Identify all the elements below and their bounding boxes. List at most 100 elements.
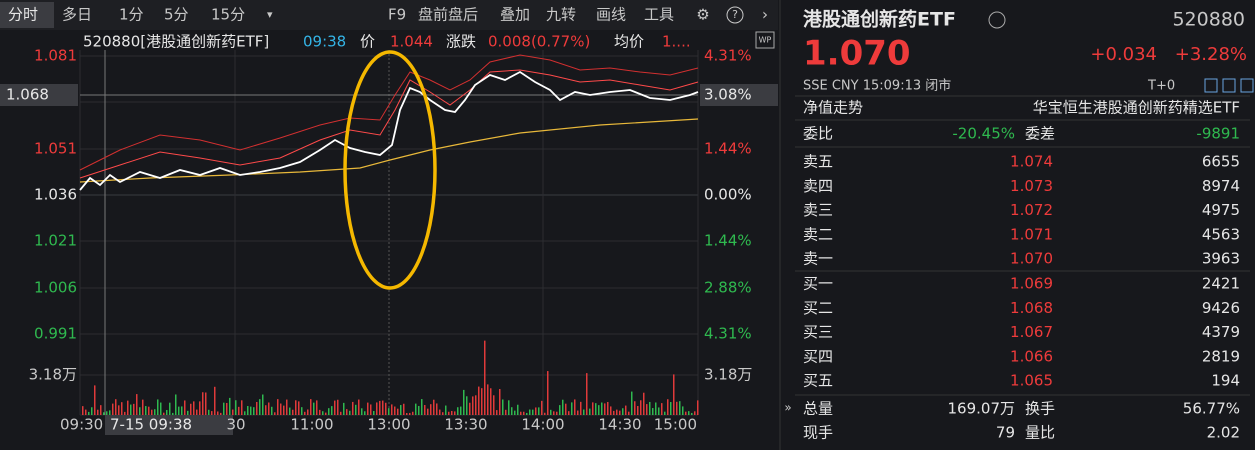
volume-bar [370, 404, 372, 415]
tool[interactable]: 叠加 [500, 6, 530, 24]
volume-bar [682, 406, 684, 415]
order-label: 买一 [803, 275, 833, 293]
volume-bar [613, 410, 615, 415]
volume-bar [160, 402, 162, 415]
volume-bar [484, 340, 486, 415]
stat-value: 2.02 [1207, 424, 1240, 442]
volume-bar [652, 408, 654, 415]
x-tick-label: 11:00 [290, 416, 333, 434]
volume-bar [607, 401, 609, 415]
tab[interactable]: 多日 [62, 6, 92, 24]
volume-bar [139, 407, 141, 415]
stat-label: 现手 [803, 424, 833, 442]
volume-bar [232, 409, 234, 415]
nav-link[interactable]: 净值走势 [803, 99, 863, 117]
volume-bar [493, 395, 495, 415]
volume-bar [334, 400, 336, 415]
volume-bar [628, 411, 630, 415]
tab[interactable]: 分时 [8, 6, 38, 24]
time: 09:38 [303, 33, 346, 51]
panel-icon[interactable] [1222, 78, 1236, 93]
help-icon[interactable] [726, 6, 744, 24]
volume-bar [568, 411, 570, 415]
volume-bar [691, 412, 693, 415]
volume-bar [670, 401, 672, 415]
volume-bar [295, 400, 297, 415]
cross-price: 1.068 [6, 86, 49, 104]
volume-bar [430, 404, 432, 415]
close-arrow[interactable]: › [762, 6, 768, 24]
tool[interactable]: 盘前盘后 [418, 6, 478, 24]
volume-bar [187, 410, 189, 415]
y2-tick-label: 1.44% [704, 140, 752, 158]
volume-bar [400, 405, 402, 415]
order-label: 买四 [803, 347, 833, 365]
volume-bar [592, 402, 594, 415]
order-price: 1.068 [1010, 299, 1053, 317]
volume-bar [271, 406, 273, 415]
change: 0.008(0.77%) [488, 33, 590, 51]
volume-bar [481, 388, 483, 415]
avg-line [79, 118, 699, 183]
volume-bar [292, 409, 294, 415]
volume-bar [199, 401, 201, 415]
cross-price-box [0, 84, 78, 106]
panel-icon[interactable] [1204, 78, 1218, 93]
volume-bar [331, 406, 333, 415]
order-label: 卖二 [803, 225, 833, 243]
tab[interactable]: 5分 [164, 6, 189, 24]
volume-bar [325, 412, 327, 415]
volume-bar [265, 405, 267, 415]
volume-bar [286, 399, 288, 415]
avg: 1.... [662, 33, 691, 51]
volume-bar [457, 407, 459, 415]
volume-bar [547, 371, 549, 415]
volume-bar [673, 374, 675, 415]
volume-bar [316, 400, 318, 415]
diff: -9891 [1196, 125, 1240, 143]
volume-bar [244, 411, 246, 415]
settings-icon[interactable]: ⚙ [696, 6, 709, 24]
quote-name: 港股通创新药ETF [803, 8, 956, 31]
price: 1.044 [390, 33, 433, 51]
order-price: 1.074 [1010, 153, 1053, 171]
upper-band [79, 54, 699, 171]
volume-bar [502, 399, 504, 415]
y-tick-label: 0.991 [34, 325, 77, 343]
volume-bar [202, 392, 204, 415]
tab[interactable]: 1分 [119, 6, 144, 24]
volume-bar [415, 403, 417, 415]
volume-bar [661, 403, 663, 415]
tool[interactable]: 工具 [644, 6, 674, 24]
order-price: 1.070 [1010, 250, 1053, 268]
volume-bar [439, 409, 441, 415]
order-volume: 6655 [1202, 153, 1240, 171]
volume-bar [250, 406, 252, 415]
volume-bar [214, 386, 216, 415]
y2-tick-label: 4.31% [704, 325, 752, 343]
volume-bar [373, 411, 375, 415]
expand-arrow[interactable]: » [784, 401, 791, 415]
volume-bar [583, 409, 585, 415]
x-tick-label: 15:00 [654, 416, 697, 434]
tool[interactable]: 九转 [546, 6, 576, 24]
volume-bar [211, 411, 213, 415]
volume-bar [571, 402, 573, 415]
volume-bar [208, 409, 210, 415]
dropdown[interactable]: ▾ [267, 8, 273, 21]
volume-bar [157, 399, 159, 415]
volume-bar [514, 410, 516, 415]
volume-bar [679, 401, 681, 415]
volume-bar [469, 402, 471, 415]
tool[interactable]: 画线 [596, 6, 626, 24]
volume-bar [577, 410, 579, 415]
panel-icon[interactable] [1240, 78, 1254, 93]
volume-bar [466, 396, 468, 415]
volume-bar [322, 411, 324, 415]
tool[interactable]: F9 [388, 6, 406, 24]
volume-bar [178, 406, 180, 415]
tab[interactable]: 15分 [211, 6, 245, 24]
volume-bar [676, 401, 678, 415]
volume-bar [97, 409, 99, 415]
